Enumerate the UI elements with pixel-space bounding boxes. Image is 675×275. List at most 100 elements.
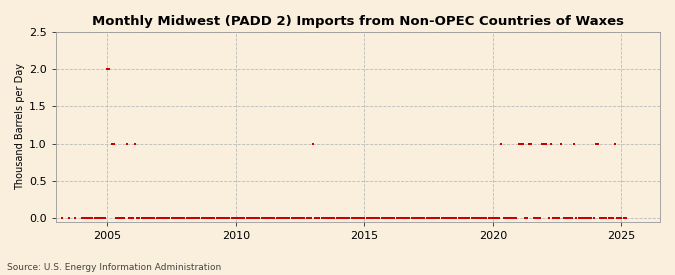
Point xyxy=(372,216,383,220)
Point xyxy=(400,216,410,220)
Point xyxy=(451,216,462,220)
Point xyxy=(237,216,248,220)
Point xyxy=(136,216,147,220)
Point xyxy=(597,216,608,220)
Point xyxy=(354,216,365,220)
Point xyxy=(252,216,263,220)
Point xyxy=(522,216,533,220)
Point xyxy=(299,216,310,220)
Point xyxy=(160,216,171,220)
Point xyxy=(535,216,545,220)
Point xyxy=(352,216,363,220)
Point xyxy=(196,216,207,220)
Point xyxy=(402,216,412,220)
Point xyxy=(235,216,246,220)
Point xyxy=(575,216,586,220)
Point xyxy=(89,216,100,220)
Point xyxy=(580,216,591,220)
Point xyxy=(365,216,376,220)
Point xyxy=(263,216,273,220)
Point xyxy=(282,216,293,220)
Point xyxy=(259,216,269,220)
Point xyxy=(213,216,224,220)
Point xyxy=(177,216,188,220)
Point xyxy=(333,216,344,220)
Point xyxy=(560,216,571,220)
Point xyxy=(303,216,314,220)
Point xyxy=(329,216,340,220)
Point xyxy=(620,216,631,220)
Point xyxy=(312,216,323,220)
Point xyxy=(82,216,93,220)
Point xyxy=(186,216,196,220)
Point xyxy=(202,216,213,220)
Point xyxy=(295,216,306,220)
Point xyxy=(432,216,443,220)
Point xyxy=(549,216,560,220)
Point xyxy=(327,216,338,220)
Point xyxy=(492,216,503,220)
Point xyxy=(368,216,379,220)
Point xyxy=(481,216,492,220)
Point xyxy=(605,216,616,220)
Point xyxy=(507,216,518,220)
Point xyxy=(558,216,569,220)
Point xyxy=(423,216,434,220)
Point xyxy=(275,216,286,220)
Point xyxy=(346,216,357,220)
Point xyxy=(194,216,205,220)
Point xyxy=(308,141,319,146)
Point xyxy=(610,141,620,146)
Point xyxy=(222,216,233,220)
Point xyxy=(376,216,387,220)
Point xyxy=(518,141,529,146)
Point xyxy=(551,216,562,220)
Point xyxy=(608,216,618,220)
Point xyxy=(387,216,398,220)
Point xyxy=(277,216,288,220)
Point xyxy=(603,216,614,220)
Point xyxy=(239,216,250,220)
Point xyxy=(226,216,237,220)
Point xyxy=(310,216,321,220)
Point xyxy=(537,141,547,146)
Point xyxy=(140,216,151,220)
Point xyxy=(573,216,584,220)
Title: Monthly Midwest (PADD 2) Imports from Non-OPEC Countries of Waxes: Monthly Midwest (PADD 2) Imports from No… xyxy=(92,15,624,28)
Point xyxy=(383,216,394,220)
Point xyxy=(279,216,290,220)
Point xyxy=(564,216,575,220)
Point xyxy=(297,216,308,220)
Point xyxy=(434,216,445,220)
Point xyxy=(153,216,164,220)
Point xyxy=(414,216,425,220)
Point xyxy=(243,216,254,220)
Point xyxy=(612,216,622,220)
Point xyxy=(215,216,226,220)
Point xyxy=(96,216,107,220)
Point xyxy=(78,216,89,220)
Point xyxy=(63,216,74,220)
Point xyxy=(338,216,348,220)
Point xyxy=(578,216,589,220)
Point xyxy=(569,141,580,146)
Point xyxy=(595,216,605,220)
Point xyxy=(147,216,158,220)
Point xyxy=(614,216,624,220)
Point xyxy=(273,216,284,220)
Point xyxy=(483,216,494,220)
Point xyxy=(286,216,297,220)
Point xyxy=(342,216,352,220)
Point xyxy=(513,141,524,146)
Point xyxy=(404,216,414,220)
Point xyxy=(292,216,303,220)
Point xyxy=(241,216,252,220)
Point xyxy=(132,216,142,220)
Point xyxy=(436,216,447,220)
Point xyxy=(417,216,428,220)
Point xyxy=(87,216,98,220)
Point xyxy=(335,216,346,220)
Point xyxy=(430,216,441,220)
Point xyxy=(162,216,173,220)
Point xyxy=(489,216,500,220)
